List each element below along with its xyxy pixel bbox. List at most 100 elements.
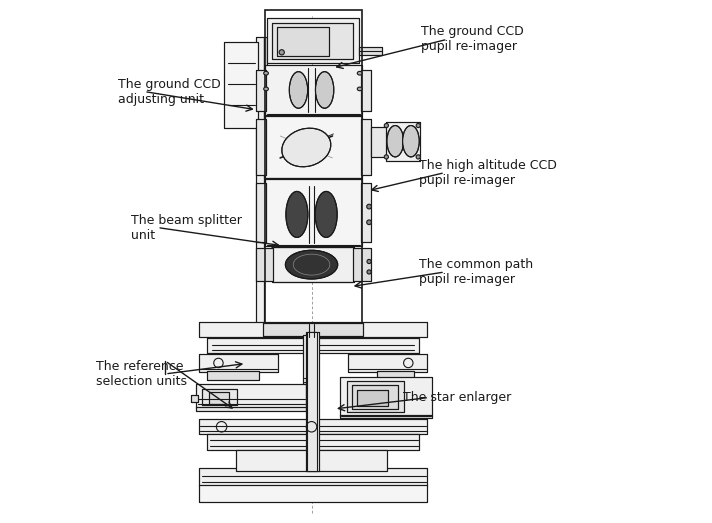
Bar xyxy=(361,119,371,175)
Bar xyxy=(264,37,267,178)
Bar xyxy=(199,485,426,502)
Bar xyxy=(199,419,426,434)
Bar xyxy=(357,390,389,406)
Bar xyxy=(256,183,266,242)
Ellipse shape xyxy=(384,155,389,159)
Bar xyxy=(265,65,362,115)
Ellipse shape xyxy=(367,220,372,225)
Bar xyxy=(265,116,362,178)
Text: The star enlarger: The star enlarger xyxy=(403,391,511,404)
Bar xyxy=(305,332,319,471)
Bar xyxy=(199,468,426,486)
Bar xyxy=(272,23,353,59)
Bar xyxy=(361,119,371,175)
Bar xyxy=(303,335,318,384)
Bar xyxy=(361,70,371,111)
Bar xyxy=(265,179,362,246)
Text: The ground CCD
adjusting unit: The ground CCD adjusting unit xyxy=(118,77,221,106)
Ellipse shape xyxy=(367,204,372,209)
Bar xyxy=(256,119,266,175)
Bar xyxy=(197,384,306,408)
Bar xyxy=(353,248,371,281)
Bar xyxy=(272,247,355,282)
Bar xyxy=(352,385,398,409)
Bar xyxy=(256,119,266,175)
Bar xyxy=(347,381,404,412)
Bar xyxy=(276,27,329,56)
Bar xyxy=(377,371,414,380)
Bar xyxy=(340,415,432,418)
Ellipse shape xyxy=(315,191,337,237)
Bar xyxy=(207,434,419,450)
Bar xyxy=(258,72,290,81)
Text: The ground CCD
pupil re-imager: The ground CCD pupil re-imager xyxy=(422,25,524,53)
Ellipse shape xyxy=(367,270,371,274)
Ellipse shape xyxy=(357,87,362,91)
Ellipse shape xyxy=(263,72,268,75)
Bar xyxy=(272,23,353,59)
Bar xyxy=(353,248,371,281)
Bar xyxy=(197,407,306,411)
Bar xyxy=(199,354,278,372)
Bar xyxy=(265,179,362,246)
Bar xyxy=(371,127,387,157)
Bar xyxy=(192,395,197,402)
Ellipse shape xyxy=(286,191,308,237)
Bar xyxy=(303,335,318,384)
Bar xyxy=(276,27,329,56)
Bar xyxy=(352,385,398,409)
Bar xyxy=(256,183,266,242)
Bar xyxy=(207,434,419,450)
Text: The beam splitter
unit: The beam splitter unit xyxy=(131,213,242,242)
Text: The high altitude CCD
pupil re-imager: The high altitude CCD pupil re-imager xyxy=(419,158,557,187)
Bar xyxy=(256,70,266,111)
Ellipse shape xyxy=(357,72,362,75)
Bar xyxy=(256,70,266,111)
Bar xyxy=(265,65,362,115)
Ellipse shape xyxy=(263,87,268,91)
Ellipse shape xyxy=(416,123,420,128)
Bar xyxy=(267,18,359,63)
Ellipse shape xyxy=(282,128,331,167)
Ellipse shape xyxy=(384,123,389,128)
Bar xyxy=(236,450,387,471)
Text: The common path
pupil re-imager: The common path pupil re-imager xyxy=(419,258,533,286)
Bar xyxy=(348,354,426,372)
Bar xyxy=(197,384,306,408)
Bar xyxy=(308,332,318,471)
Bar xyxy=(386,122,420,161)
Bar xyxy=(256,37,264,324)
Bar xyxy=(386,122,420,161)
Bar xyxy=(207,338,419,353)
Bar xyxy=(199,419,426,434)
Bar xyxy=(265,116,362,178)
Bar xyxy=(377,371,414,380)
Bar xyxy=(357,390,389,406)
Bar xyxy=(263,323,363,336)
Bar xyxy=(197,407,306,411)
Bar xyxy=(347,381,404,412)
Ellipse shape xyxy=(402,126,419,157)
Bar xyxy=(359,47,382,55)
Ellipse shape xyxy=(315,72,334,108)
Bar xyxy=(258,72,290,81)
Ellipse shape xyxy=(367,259,371,264)
Bar xyxy=(207,371,259,380)
Ellipse shape xyxy=(289,72,308,108)
Bar xyxy=(256,248,273,281)
Bar xyxy=(256,248,273,281)
Bar xyxy=(209,392,229,404)
Ellipse shape xyxy=(286,251,337,279)
Bar xyxy=(201,389,237,405)
Bar xyxy=(199,322,426,337)
Bar xyxy=(272,247,355,282)
Bar xyxy=(267,18,359,63)
Bar xyxy=(359,47,382,55)
Bar xyxy=(224,42,258,128)
Bar xyxy=(199,322,426,337)
Bar xyxy=(361,183,371,242)
Bar xyxy=(264,37,267,178)
Bar xyxy=(207,371,259,380)
Bar xyxy=(340,377,432,416)
Bar xyxy=(361,183,371,242)
